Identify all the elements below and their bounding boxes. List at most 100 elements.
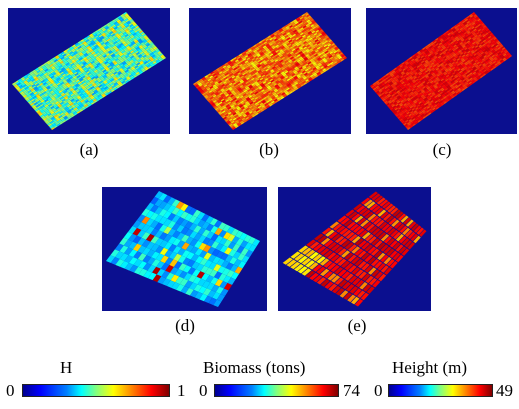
svg-d-cell bbox=[169, 267, 179, 275]
svg-b-cell bbox=[238, 108, 243, 112]
svg-a-cell bbox=[56, 107, 61, 111]
svg-b-cell bbox=[278, 69, 283, 72]
svg-b-cell bbox=[259, 52, 264, 56]
svg-a-cell bbox=[81, 45, 86, 49]
svg-c-cell bbox=[498, 43, 503, 47]
svg-c-cell bbox=[385, 87, 389, 91]
svg-b-cell bbox=[307, 77, 312, 81]
svg-c-cell bbox=[424, 107, 428, 111]
svg-c-cell bbox=[402, 98, 407, 101]
svg-b-cell bbox=[222, 111, 227, 115]
svg-b-cell bbox=[237, 123, 242, 127]
svg-c-cell bbox=[457, 68, 461, 72]
svg-a-cell bbox=[101, 63, 106, 67]
svg-a-cell bbox=[119, 64, 124, 67]
svg-a-cell bbox=[32, 101, 37, 105]
svg-c-cell bbox=[422, 71, 426, 75]
svg-b-cell bbox=[299, 77, 304, 81]
svg-c-cell bbox=[445, 44, 449, 48]
svg-b-cell bbox=[226, 75, 231, 79]
svg-a-cell bbox=[72, 111, 77, 115]
svg-b-cell bbox=[315, 40, 320, 44]
svg-a-cell bbox=[80, 99, 85, 103]
svg-a-cell bbox=[45, 85, 50, 89]
svg-b-cell bbox=[317, 57, 321, 61]
svg-a-cell bbox=[108, 21, 113, 24]
svg-a-cell bbox=[99, 55, 104, 59]
svg-b-cell bbox=[225, 119, 229, 122]
svg-a-cell bbox=[71, 94, 76, 98]
svg-c-cell bbox=[451, 91, 456, 95]
svg-d-cell bbox=[163, 203, 172, 211]
svg-c-cell bbox=[386, 83, 390, 87]
svg-a-cell bbox=[73, 102, 78, 106]
svg-d-cell bbox=[177, 255, 187, 264]
svg-c-cell bbox=[503, 49, 508, 53]
svg-c-cell bbox=[430, 110, 434, 114]
svg-a-cell bbox=[127, 27, 132, 31]
svg-a-cell bbox=[44, 93, 49, 97]
svg-d-cell bbox=[175, 276, 184, 285]
svg-a-cell bbox=[138, 39, 143, 43]
svg-b-cell bbox=[301, 13, 306, 17]
svg-a-cell bbox=[108, 40, 113, 44]
svg-c-cell bbox=[437, 98, 441, 102]
svg-a-cell bbox=[126, 36, 131, 40]
svg-a-cell bbox=[82, 96, 86, 100]
svg-d-cell bbox=[129, 264, 139, 273]
svg-a-cell bbox=[66, 74, 71, 78]
svg-c-cell bbox=[451, 37, 455, 41]
svg-a-cell bbox=[51, 82, 56, 86]
svg-b-cell bbox=[216, 78, 220, 82]
svg-b-cell bbox=[334, 46, 338, 50]
svg-b-cell bbox=[270, 38, 274, 42]
svg-b-cell bbox=[278, 38, 283, 42]
svg-c-cell bbox=[482, 59, 487, 62]
svg-a-cell bbox=[68, 106, 73, 110]
svg-c-cell bbox=[407, 107, 411, 111]
svg-c-cell bbox=[483, 35, 487, 39]
svg-c-cell bbox=[437, 80, 442, 84]
svg-a-cell bbox=[99, 91, 104, 95]
svg-a-cell bbox=[116, 24, 121, 28]
svg-b-cell bbox=[222, 100, 227, 104]
svg-c-cell bbox=[426, 111, 431, 115]
svg-c-cell bbox=[409, 114, 413, 118]
svg-a-cell bbox=[73, 86, 77, 90]
svg-c-cell bbox=[446, 90, 451, 94]
svg-b-cell bbox=[235, 110, 240, 114]
svg-c-cell bbox=[431, 102, 436, 106]
svg-a-cell bbox=[42, 77, 47, 80]
svg-d-cell bbox=[150, 236, 160, 244]
svg-c-cell bbox=[466, 20, 470, 24]
svg-d-cell bbox=[150, 243, 160, 252]
svg-a-cell bbox=[159, 53, 163, 57]
svg-b-cell bbox=[274, 100, 279, 103]
svg-c-cell bbox=[456, 38, 461, 42]
svg-c-cell bbox=[417, 110, 422, 114]
svg-c-cell bbox=[496, 50, 501, 54]
svg-c-cell bbox=[433, 40, 437, 44]
svg-a-cell bbox=[102, 59, 107, 62]
svg-c-cell bbox=[488, 41, 492, 44]
svg-a-cell bbox=[89, 34, 94, 38]
svg-a-cell bbox=[105, 62, 110, 66]
svg-b-cell bbox=[284, 85, 288, 89]
svg-b-cell bbox=[234, 114, 239, 118]
svg-c-cell bbox=[390, 98, 394, 101]
svg-b-cell bbox=[211, 72, 215, 76]
svg-a-cell bbox=[69, 81, 73, 85]
svg-b-cell bbox=[305, 54, 310, 57]
svg-b-cell bbox=[270, 34, 275, 38]
svg-c-cell bbox=[397, 91, 401, 95]
svg-b-cell bbox=[317, 37, 322, 41]
svg-a-cell bbox=[42, 96, 47, 100]
svg-c-cell bbox=[412, 123, 416, 127]
svg-c-cell bbox=[435, 43, 439, 46]
svg-a-cell bbox=[111, 85, 116, 89]
svg-b-cell bbox=[264, 42, 269, 46]
svg-b-cell bbox=[289, 71, 294, 75]
svg-a-cell bbox=[61, 108, 65, 112]
svg-b-cell bbox=[202, 83, 207, 87]
svg-d-cell bbox=[123, 231, 133, 240]
